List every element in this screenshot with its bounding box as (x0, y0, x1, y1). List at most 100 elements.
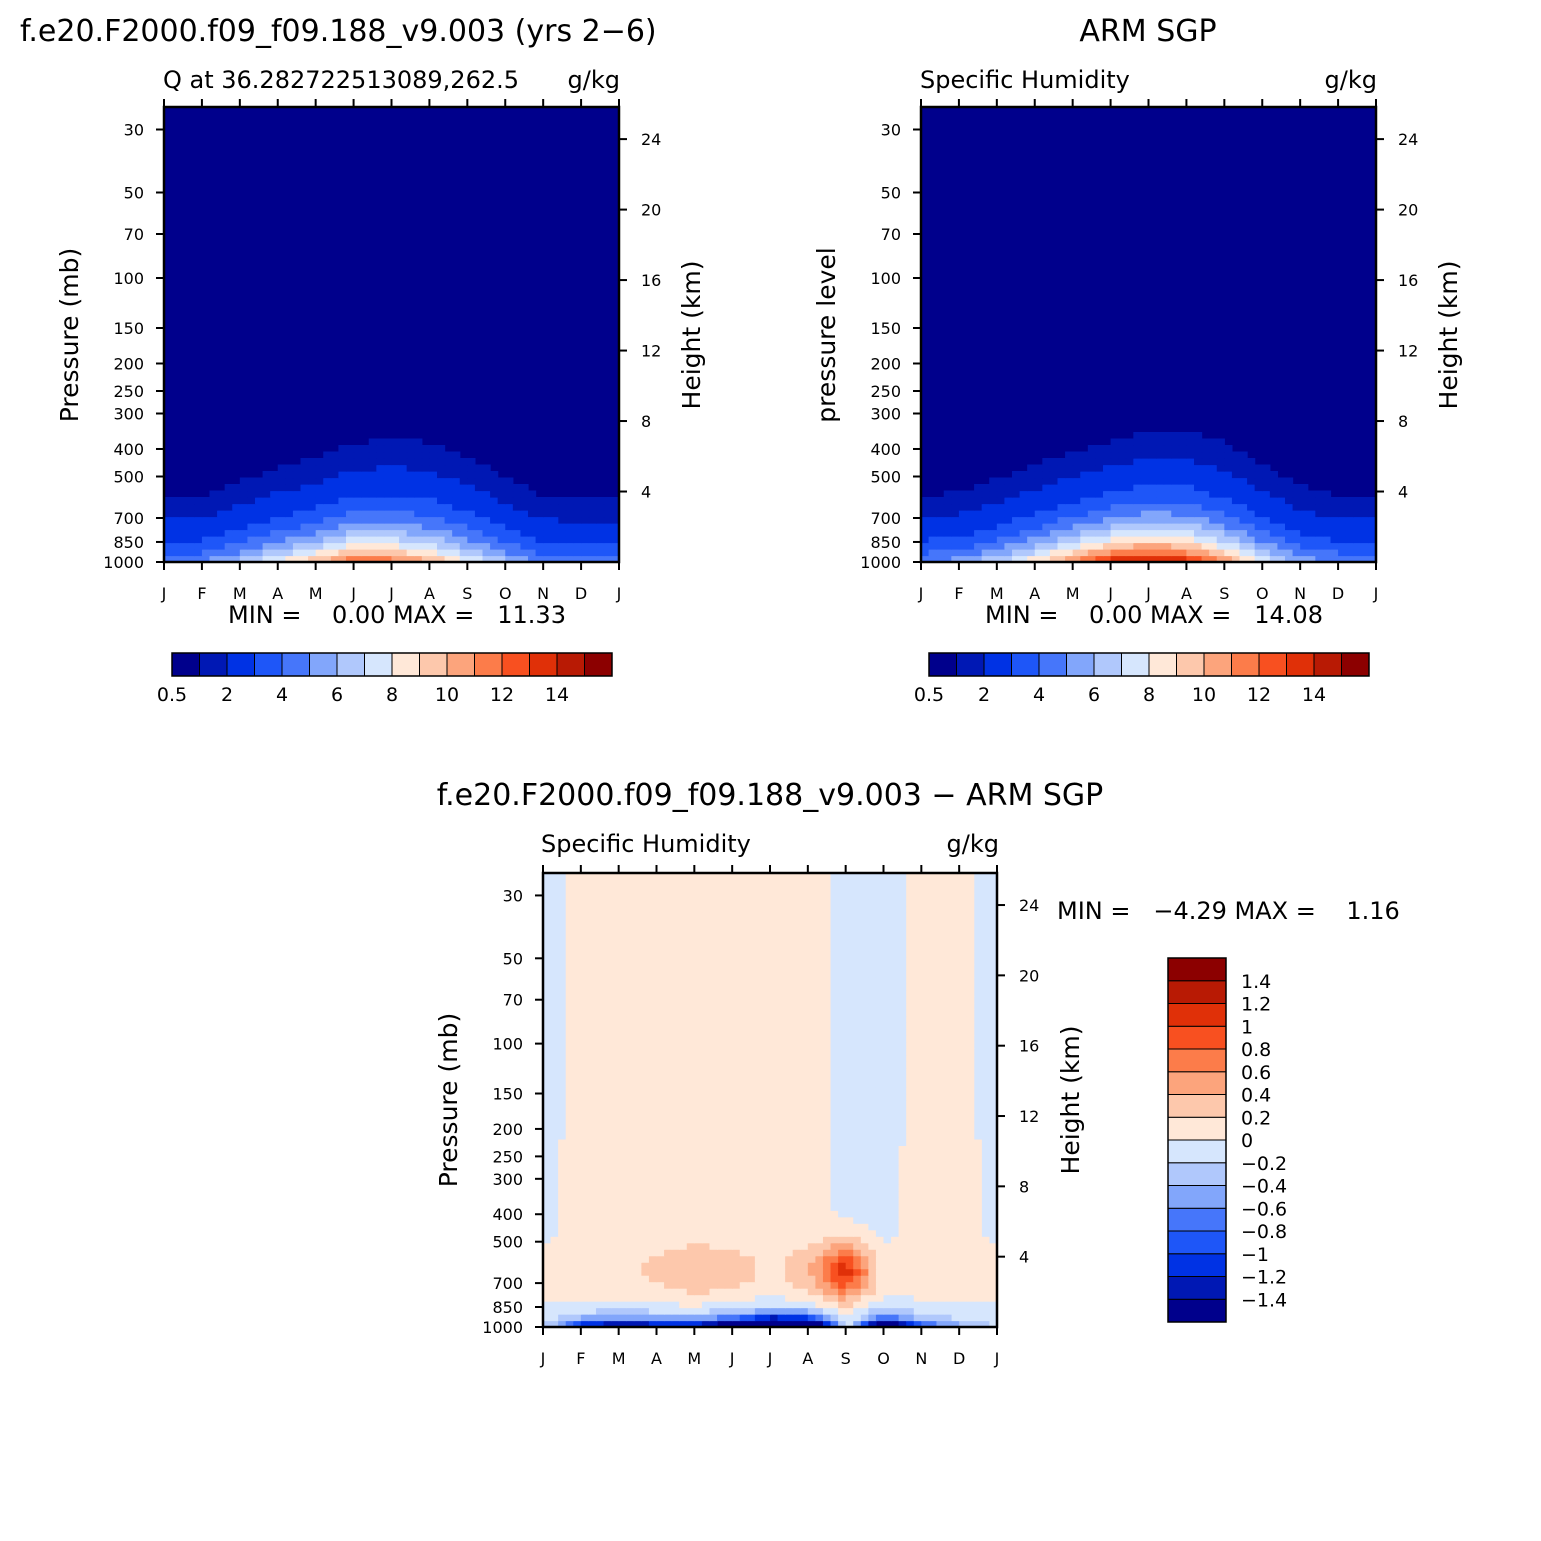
panel-model-y-tick-label: 500 (113, 468, 144, 487)
panel-diff-colorbar: 1.41.210.80.60.40.20−0.2−0.4−0.6−0.8−1−1… (1167, 957, 1287, 1323)
panel-obs-colorbar-swatch (1231, 652, 1260, 677)
panel-obs: ARM SGP Specific Humidity g/kg J F M A M J J A S… (812, 14, 1463, 706)
panel-diff-y-tick-label: 50 (503, 949, 523, 968)
panel-diff: f.e20.F2000.f09_f09.188_v9.003 − ARM SGP… (434, 778, 1400, 1368)
panel-diff-y-tick-label: 1000 (482, 1318, 523, 1337)
panel-model-colorbar-swatch (529, 652, 558, 677)
panel-diff-colorbar-frame (1167, 957, 1227, 1323)
panel-obs-x-tick-label: D (1332, 584, 1344, 603)
panel-diff-colorbar-swatch (1167, 957, 1227, 982)
panel-obs-colorbar-swatch (1258, 652, 1287, 677)
panel-diff-x-tick-label: S (841, 1349, 851, 1368)
panel-model-x-tick-label: O (499, 584, 512, 603)
panel-obs-ylabel: pressure level (812, 247, 841, 422)
panel-diff-colorbar-label: 1.4 (1241, 971, 1271, 993)
panel-obs-height-tick-label: 20 (1398, 201, 1418, 220)
panel-obs-y-tick-label: 30 (881, 120, 901, 139)
panel-diff-colorbar-swatch (1167, 1276, 1227, 1300)
panel-diff-colorbar-swatch (1167, 1207, 1227, 1232)
panel-diff-colorbar-swatch (1167, 1162, 1227, 1186)
panel-obs-colorbar-label: 14 (1302, 684, 1326, 706)
panel-diff-colorbar-label: 0.2 (1241, 1107, 1271, 1129)
panel-obs-x-tick-label: O (1256, 584, 1269, 603)
panel-diff-y-tick-label: 100 (492, 1035, 523, 1054)
panel-model-colorbar-swatch (556, 652, 585, 677)
panel-diff-colorbar-label: 0.4 (1241, 1085, 1271, 1107)
panel-obs-x-tick-label: A (1029, 584, 1040, 603)
panel-obs-y-tick-label: 70 (881, 225, 901, 244)
panel-diff-y-tick-label: 150 (492, 1085, 523, 1104)
panel-diff-y-tick-label: 200 (492, 1120, 523, 1139)
panel-obs-height-tick-label: 8 (1398, 412, 1408, 431)
panel-obs-y-tick-label: 250 (870, 382, 901, 401)
panel-diff-x-tick-label: M (612, 1349, 626, 1368)
panel-model-colorbar-swatch (171, 652, 200, 677)
panel-diff-colorbar-label: 1 (1241, 1016, 1253, 1038)
panel-diff-colorbar-label: −0.8 (1241, 1221, 1287, 1243)
panel-diff-ylabel: Pressure (mb) (434, 1013, 463, 1187)
panel-model-ylabel: Pressure (mb) (55, 248, 84, 422)
panel-obs-x-tick-label: J (1373, 584, 1379, 603)
panel-diff-title-right: g/kg (947, 830, 999, 858)
panel-model-colorbar-swatch (474, 652, 503, 677)
panel-obs-y-tick-label: 200 (870, 354, 901, 373)
panel-obs-height-tick-label: 24 (1398, 130, 1418, 149)
panel-model-height-tick-label: 16 (641, 271, 661, 290)
panel-obs-y-tick-label: 700 (870, 509, 901, 528)
panel-model-x-tick-label: S (462, 584, 472, 603)
panel-diff-ylabel-right: Height (km) (1056, 1026, 1085, 1175)
panel-obs-x-tick-label: J (1107, 584, 1113, 603)
panel-model-x-tick-label: N (537, 584, 549, 603)
panel-obs-plot: J F M A M J J A S O N D J 30 50 70 100 150 200 250 300 400 500… (860, 99, 1418, 603)
panel-obs-colorbar-swatch (1148, 652, 1177, 677)
panel-diff-colorbar-swatch (1167, 1139, 1227, 1164)
panel-obs-title-left: Specific Humidity (920, 66, 1130, 94)
panel-obs-y-tick-label: 300 (870, 404, 901, 423)
panel-model-x-tick-label: D (575, 584, 587, 603)
panel-diff-x-tick-label: N (915, 1349, 927, 1368)
panel-model-colorbar-swatch (419, 652, 448, 677)
panel-diff-colorbar-label: −1 (1241, 1244, 1269, 1266)
panel-model-title-right: g/kg (568, 66, 620, 94)
panel-diff-colorbar-swatch (1167, 1094, 1227, 1118)
panel-model-y-tick-label: 50 (124, 183, 144, 202)
panel-model-plot: J F M A M J J A S O N D J 30 50 70 100 150 200 250 300 400 500… (103, 99, 661, 603)
panel-diff-y-tick-label: 700 (492, 1274, 523, 1293)
panel-diff-x-tick-label: J (729, 1349, 735, 1368)
panel-obs-ylabel-right: Height (km) (1434, 261, 1463, 410)
panel-obs-stats: MIN = 0.00 MAX = 14.08 (985, 601, 1323, 629)
panel-diff-colorbar-swatch (1167, 1003, 1227, 1027)
panel-obs-colorbar-label: 10 (1192, 684, 1216, 706)
panel-diff-x-tick-label: D (953, 1349, 965, 1368)
panel-obs-colorbar-swatch (956, 652, 985, 677)
panel-diff-height-tick-label: 16 (1019, 1037, 1039, 1056)
panel-model-height-tick-label: 24 (641, 130, 661, 149)
panel-model-colorbar-swatch (584, 652, 613, 677)
panel-diff-colorbar-label: 0.8 (1241, 1039, 1271, 1061)
panel-model-colorbar: 0.5 2 4 6 8 10 12 14 (157, 652, 613, 706)
panel-diff-x-tick-label: A (802, 1349, 813, 1368)
panel-obs-colorbar-label: 4 (1033, 684, 1045, 706)
panel-model-colorbar-label: 6 (331, 684, 343, 706)
panel-model-colorbar-frame (171, 652, 613, 677)
panel-obs-colorbar-swatch (1203, 652, 1232, 677)
panel-model-colorbar-label: 2 (221, 684, 233, 706)
panel-obs-x-tick-label: J (1145, 584, 1151, 603)
panel-diff-x-tick-label: J (767, 1349, 773, 1368)
panel-model-height-tick-label: 8 (641, 412, 651, 431)
panel-diff-colorbar-label: 0.6 (1241, 1062, 1271, 1084)
panel-diff-colorbar-swatch (1167, 1253, 1227, 1277)
panel-model-x-tick-label: M (233, 584, 247, 603)
panel-model-y-tick-label: 70 (124, 225, 144, 244)
panel-model-y-tick-label: 150 (113, 319, 144, 338)
panel-diff-x-tick-label: J (540, 1349, 546, 1368)
panel-model-x-tick-label: A (424, 584, 435, 603)
panel-diff-contour-field (543, 873, 997, 1327)
panel-diff-colorbar-label: −1.2 (1241, 1267, 1287, 1289)
panel-diff-colorbar-label: −0.4 (1241, 1176, 1287, 1198)
panel-obs-colorbar-frame (928, 652, 1370, 677)
panel-obs-height-tick-label: 12 (1398, 342, 1418, 361)
panel-obs-colorbar-label: 12 (1247, 684, 1271, 706)
panel-obs-x-tick-label: M (1066, 584, 1080, 603)
